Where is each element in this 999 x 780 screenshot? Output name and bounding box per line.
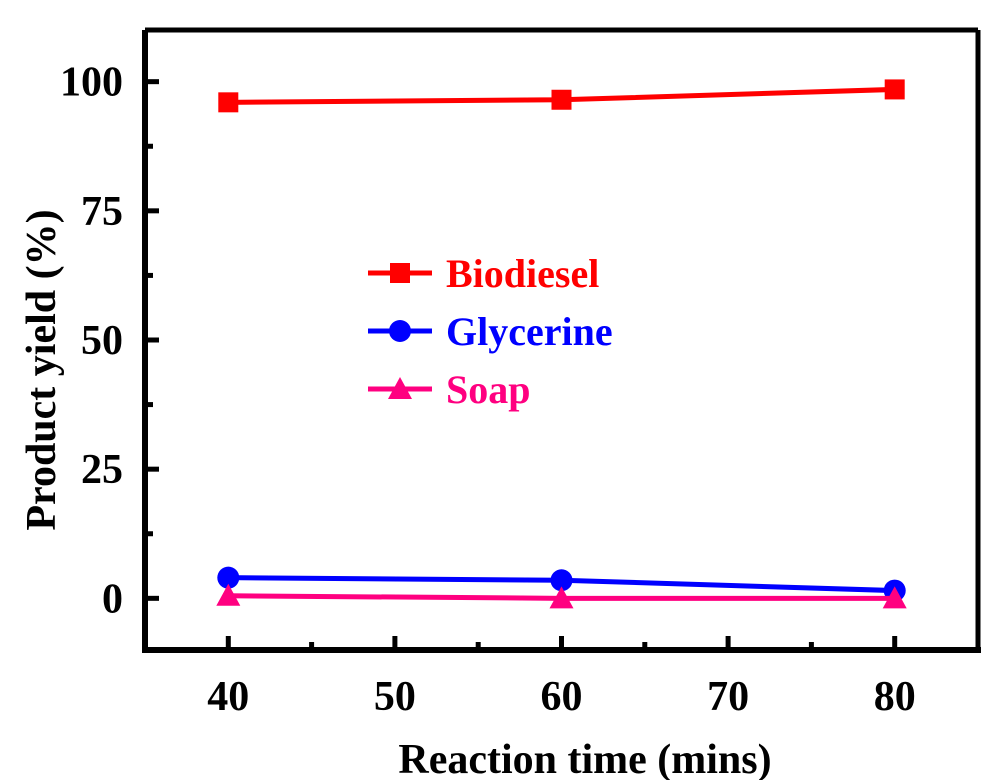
x-tick-label: 40 [207,674,249,720]
biodiesel-point [218,92,239,113]
x-tick-label: 80 [874,674,916,720]
series-group [216,79,907,609]
biodiesel-point [551,89,572,110]
legend-glycerine-label: Glycerine [446,309,613,354]
y-axis-title: Product yield (%) [19,209,65,530]
y-tick-label: 25 [81,447,123,493]
glycerine-point [550,569,573,592]
legend: Biodiesel Glycerine Soap [368,251,613,412]
legend-soap-label: Soap [446,367,531,412]
legend-glycerine-marker [389,320,411,342]
x-tick-label: 60 [541,674,583,720]
legend-biodiesel-label: Biodiesel [446,251,599,296]
x-tick-label: 70 [707,674,749,720]
ticks: 40 50 60 70 80 0 25 50 75 100 [60,60,916,720]
y-tick-label: 75 [81,189,123,235]
y-tick-label: 0 [102,576,123,622]
x-axis-title: Reaction time (mins) [398,737,771,780]
legend-biodiesel-marker [390,263,410,283]
biodiesel-point [884,79,905,100]
glycerine-point [217,566,240,589]
soap-point [549,586,574,609]
soap-point [882,586,907,609]
legend-soap-marker [388,377,412,399]
x-tick-label: 50 [374,674,416,720]
y-tick-label: 100 [60,60,123,106]
soap-point [216,583,241,606]
y-tick-label: 50 [81,318,123,364]
